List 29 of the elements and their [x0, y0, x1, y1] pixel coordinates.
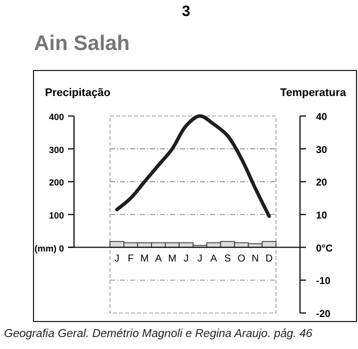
y-tick-label: 100	[48, 210, 64, 220]
text: Geografia Geral. Demétrio Magnoli e Regina Araujo. pág. 46	[4, 328, 313, 340]
y2-tick-label: -10	[316, 276, 331, 288]
y-tick-label: 300	[48, 144, 64, 155]
chart-title: Ain Salah	[34, 32, 130, 55]
x-tick-label: O	[238, 253, 246, 264]
y-tick-label: 200	[48, 178, 64, 188]
y2-tick-label: 10	[316, 210, 328, 222]
y2-tick-label: 40	[316, 112, 328, 123]
y2-axis-title: Temperatura	[280, 87, 347, 99]
x-tick-label: F	[128, 253, 134, 264]
x-tick-label: J	[184, 253, 189, 264]
x-tick-label: M	[168, 253, 176, 264]
x-tick-label: N	[252, 253, 259, 264]
x-tick-label: J	[114, 253, 120, 264]
y2-tick-label: 30	[316, 144, 328, 156]
y2-tick-label: 20	[316, 178, 328, 189]
x-tick-label: M	[140, 253, 149, 264]
x-tick-label: D	[265, 253, 273, 264]
y2-tick-label: 0°C	[316, 243, 333, 254]
y-tick-label: (mm) 0	[34, 243, 64, 254]
x-tick-label: A	[155, 253, 162, 264]
y-tick-label: 400	[48, 112, 64, 122]
x-tick-label: S	[224, 253, 232, 264]
x-tick-label: J	[197, 253, 202, 264]
text: 3	[182, 3, 190, 20]
x-tick-label: A	[210, 253, 218, 264]
y-axis-title: Precipitação	[45, 87, 111, 99]
y2-tick-label: -20	[316, 309, 331, 320]
